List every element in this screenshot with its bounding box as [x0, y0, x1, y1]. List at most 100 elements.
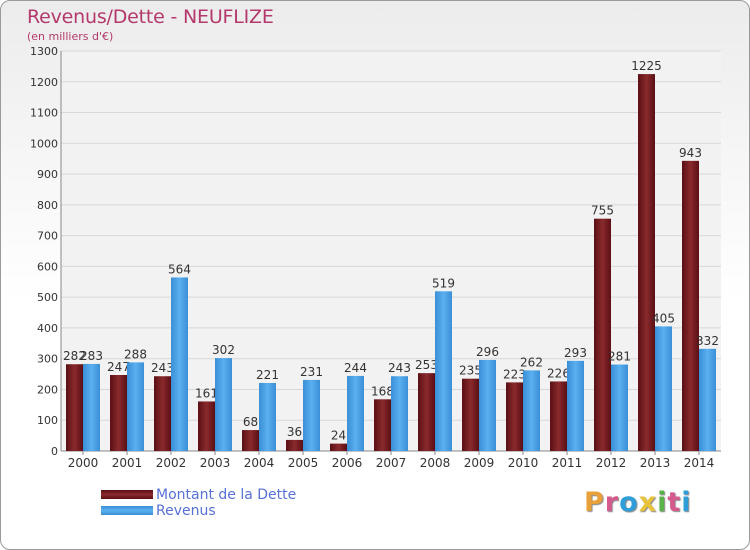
y-tick-label: 700 — [37, 230, 58, 243]
x-tick-label: 2001 — [112, 456, 143, 470]
bar-revenus — [391, 376, 408, 451]
proxiti-logo: Proxiti — [584, 487, 692, 518]
logo-letter: i — [681, 487, 692, 518]
y-tick-label: 900 — [37, 168, 58, 181]
data-label-dette: 755 — [591, 204, 614, 218]
data-label-revenus: 281 — [608, 350, 631, 364]
bar-revenus — [303, 379, 320, 451]
bar-dette — [506, 382, 523, 451]
bar-revenus — [347, 375, 364, 451]
chart-subtitle: (en milliers d'€) — [27, 30, 114, 43]
x-tick-label: 2002 — [156, 456, 187, 470]
data-label-dette: 36 — [287, 425, 302, 439]
data-label-dette: 226 — [547, 366, 570, 380]
x-tick-label: 2012 — [596, 456, 627, 470]
legend-label-dette: Montant de la Dette — [156, 487, 297, 503]
y-tick-label: 400 — [37, 322, 58, 335]
logo-letter: t — [667, 487, 682, 518]
logo-letter: o — [619, 487, 639, 518]
y-tick-label: 1200 — [30, 76, 58, 89]
y-tick-label: 1100 — [30, 107, 58, 120]
bar-dette — [66, 364, 83, 451]
data-label-dette: 243 — [151, 361, 174, 375]
data-label-revenus: 519 — [432, 276, 455, 290]
y-tick-label: 800 — [37, 199, 58, 212]
logo-letter: x — [638, 487, 658, 518]
x-tick-label: 2011 — [552, 456, 583, 470]
data-label-dette: 24 — [331, 429, 346, 443]
bar-dette — [330, 443, 347, 451]
x-tick-label: 2009 — [464, 456, 495, 470]
y-tick-label: 200 — [37, 383, 58, 396]
bar-revenus — [567, 360, 584, 451]
data-label-revenus: 262 — [520, 355, 543, 369]
bar-dette — [242, 430, 259, 451]
data-label-revenus: 405 — [652, 311, 675, 325]
legend-swatch-revenus — [101, 506, 153, 515]
logo-letter: i — [657, 487, 668, 518]
x-tick-label: 2000 — [68, 456, 99, 470]
y-tick-label: 300 — [37, 353, 58, 366]
y-tick-label: 600 — [37, 260, 58, 273]
bar-revenus — [699, 348, 716, 451]
x-tick-label: 2010 — [508, 456, 539, 470]
y-tick-label: 1300 — [30, 45, 58, 58]
chart-title: Revenus/Dette - NEUFLIZE — [27, 6, 274, 28]
data-label-dette: 223 — [503, 367, 526, 381]
data-label-revenus: 231 — [300, 365, 323, 379]
data-label-dette: 161 — [195, 386, 218, 400]
bar-revenus — [127, 362, 144, 451]
x-tick-label: 2007 — [376, 456, 407, 470]
data-label-dette: 235 — [459, 364, 482, 378]
logo-letter: r — [604, 487, 620, 518]
data-label-dette: 1225 — [631, 59, 662, 73]
bar-dette — [462, 378, 479, 451]
y-tick-label: 0 — [51, 445, 58, 458]
bar-revenus — [435, 291, 452, 451]
bar-dette — [682, 160, 699, 451]
logo-letter: P — [584, 487, 605, 518]
data-label-revenus: 293 — [564, 346, 587, 360]
data-label-dette: 943 — [679, 146, 702, 160]
bar-revenus — [215, 358, 232, 451]
data-label-dette: 68 — [243, 415, 258, 429]
x-tick-label: 2004 — [244, 456, 275, 470]
x-tick-label: 2014 — [684, 456, 715, 470]
bar-dette — [198, 401, 215, 451]
bar-dette — [638, 74, 655, 452]
y-tick-label: 100 — [37, 414, 58, 427]
data-label-revenus: 288 — [124, 347, 147, 361]
legend-swatch-dette — [101, 490, 153, 499]
bar-revenus — [611, 364, 628, 451]
data-label-dette: 168 — [371, 384, 394, 398]
bar-dette — [550, 381, 567, 451]
data-label-revenus: 564 — [168, 262, 191, 276]
bar-dette — [594, 218, 611, 451]
data-label-revenus: 332 — [696, 334, 719, 348]
data-label-revenus: 283 — [80, 349, 103, 363]
x-tick-label: 2005 — [288, 456, 319, 470]
x-tick-label: 2006 — [332, 456, 363, 470]
bar-dette — [418, 373, 435, 451]
bar-dette — [110, 375, 127, 451]
bar-revenus — [523, 370, 540, 451]
data-label-revenus: 221 — [256, 368, 279, 382]
data-label-dette: 247 — [107, 360, 130, 374]
bar-revenus — [479, 359, 496, 451]
data-label-dette: 253 — [415, 358, 438, 372]
x-tick-label: 2013 — [640, 456, 671, 470]
x-tick-label: 2003 — [200, 456, 231, 470]
data-label-dette: 282 — [63, 349, 86, 363]
bar-revenus — [259, 383, 276, 451]
data-label-revenus: 302 — [212, 343, 235, 357]
bar-revenus — [83, 363, 100, 451]
data-label-revenus: 296 — [476, 345, 499, 359]
y-tick-label: 500 — [37, 291, 58, 304]
data-label-revenus: 244 — [344, 361, 367, 375]
legend-label-revenus: Revenus — [156, 503, 216, 519]
bar-dette — [154, 376, 171, 451]
bar-revenus — [655, 326, 672, 451]
x-tick-label: 2008 — [420, 456, 451, 470]
